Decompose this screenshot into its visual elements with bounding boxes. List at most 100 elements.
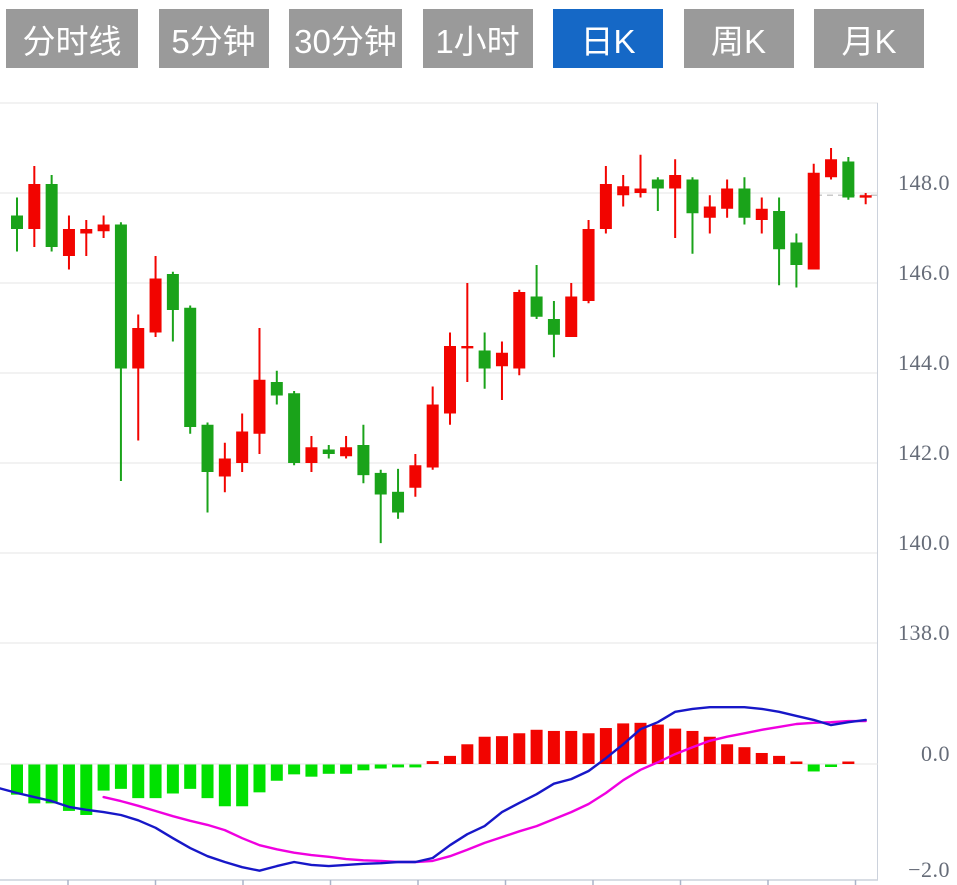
- candle-body: [807, 172, 820, 270]
- macd-histogram-bar: [651, 724, 664, 764]
- candle-body: [322, 449, 335, 454]
- tab-timeline[interactable]: 分时线: [6, 9, 138, 68]
- macd-dif-line: [0, 706, 867, 872]
- candle-body: [617, 186, 630, 196]
- price-axis-label: 144.0: [898, 350, 950, 375]
- candle-body: [825, 159, 838, 178]
- macd-histogram-bar: [201, 764, 214, 799]
- macd-histogram-bar: [547, 730, 560, 764]
- candle-body: [149, 278, 162, 333]
- candle-body: [513, 292, 526, 369]
- candle-body: [686, 179, 699, 214]
- macd-histogram-bar: [149, 764, 162, 799]
- candle-body: [218, 458, 231, 477]
- price-axis-label: 148.0: [898, 170, 950, 195]
- candle-body: [80, 229, 93, 234]
- macd-histogram-bar: [218, 764, 231, 807]
- candle-body: [651, 179, 664, 189]
- candle-body: [45, 184, 58, 247]
- macd-histogram-bar: [11, 764, 23, 795]
- candle-body: [305, 447, 318, 463]
- macd-histogram-bar: [45, 764, 58, 804]
- candle-body: [703, 206, 716, 218]
- tab-1hour[interactable]: 1小时: [422, 9, 533, 68]
- candle-body: [842, 161, 855, 198]
- candle-body: [236, 431, 249, 463]
- price-axis-label: 146.0: [898, 260, 950, 285]
- macd-histogram-bar: [322, 764, 335, 774]
- candle-body: [859, 195, 872, 198]
- candle-body: [738, 188, 751, 218]
- macd-histogram-bar: [582, 733, 595, 764]
- macd-histogram-bar: [340, 764, 353, 774]
- candle-body: [28, 184, 41, 229]
- candle-body: [114, 224, 127, 369]
- macd-histogram-bar: [842, 761, 855, 764]
- macd-histogram-bar: [357, 764, 370, 771]
- macd-histogram-bar: [444, 755, 456, 764]
- candle-body: [461, 346, 474, 349]
- candle-body: [478, 350, 491, 369]
- macd-histogram-bar: [184, 764, 197, 789]
- macd-histogram-bar: [97, 764, 110, 791]
- candle-body: [565, 296, 578, 337]
- macd-histogram-bar: [461, 744, 474, 764]
- candle-body: [773, 211, 786, 250]
- candle-body: [721, 188, 734, 209]
- macd-histogram-bar: [669, 728, 682, 764]
- macd-histogram-bar: [28, 764, 41, 804]
- candle-body: [253, 379, 266, 434]
- macd-histogram-bar: [253, 764, 266, 793]
- candle-body: [444, 346, 456, 414]
- candle-body: [409, 465, 422, 488]
- tab-weekly-k[interactable]: 周K: [683, 9, 794, 68]
- timeframe-toolbar: 分时线 5分钟 30分钟 1小时 日K 周K 月K: [6, 9, 924, 68]
- candle-body: [184, 307, 197, 427]
- macd-histogram-bar: [80, 764, 93, 815]
- tab-daily-k[interactable]: 日K: [553, 9, 663, 68]
- macd-histogram-bar: [807, 764, 820, 772]
- tab-30min[interactable]: 30分钟: [289, 9, 402, 68]
- macd-histogram-bar: [270, 764, 283, 781]
- macd-histogram-bar: [305, 764, 318, 777]
- macd-histogram-bar: [495, 736, 508, 764]
- macd-histogram-bar: [721, 744, 734, 764]
- price-axis-label: 138.0: [898, 620, 950, 645]
- candle-body: [97, 224, 110, 232]
- macd-histogram-bar: [409, 764, 422, 768]
- tab-monthly-k[interactable]: 月K: [814, 9, 924, 68]
- macd-histogram-bar: [565, 730, 578, 764]
- macd-histogram-bar: [62, 764, 75, 811]
- macd-dea-line: [102, 719, 867, 864]
- macd-histogram-bar: [114, 764, 127, 789]
- macd-histogram-bar: [426, 761, 439, 764]
- macd-histogram-bar: [825, 764, 838, 767]
- candle-body: [201, 424, 214, 472]
- candle-body: [270, 382, 283, 396]
- candle-body: [790, 242, 803, 265]
- candle-body: [392, 491, 405, 513]
- candle-body: [288, 393, 301, 463]
- macd-histogram-bar: [755, 752, 768, 764]
- candle-body: [582, 229, 595, 301]
- candle-body: [755, 208, 768, 220]
- price-axis-label: 140.0: [898, 530, 950, 555]
- candle-body: [669, 175, 682, 189]
- candle-body: [132, 328, 145, 369]
- macd-histogram-bar: [530, 729, 543, 764]
- macd-histogram-bar: [392, 764, 405, 768]
- candle-body: [599, 184, 612, 229]
- macd-histogram-bar: [166, 764, 179, 794]
- macd-histogram-bar: [773, 755, 786, 764]
- macd-axis-label: 0.0: [921, 741, 950, 766]
- macd-histogram-bar: [374, 764, 387, 769]
- tab-5min[interactable]: 5分钟: [158, 9, 269, 68]
- candle-body: [357, 445, 370, 476]
- candle-body: [547, 319, 560, 335]
- candle-body: [634, 188, 647, 193]
- candle-body: [340, 447, 353, 457]
- candle-body: [11, 215, 23, 229]
- candle-body: [495, 352, 508, 367]
- macd-histogram-bar: [513, 733, 526, 764]
